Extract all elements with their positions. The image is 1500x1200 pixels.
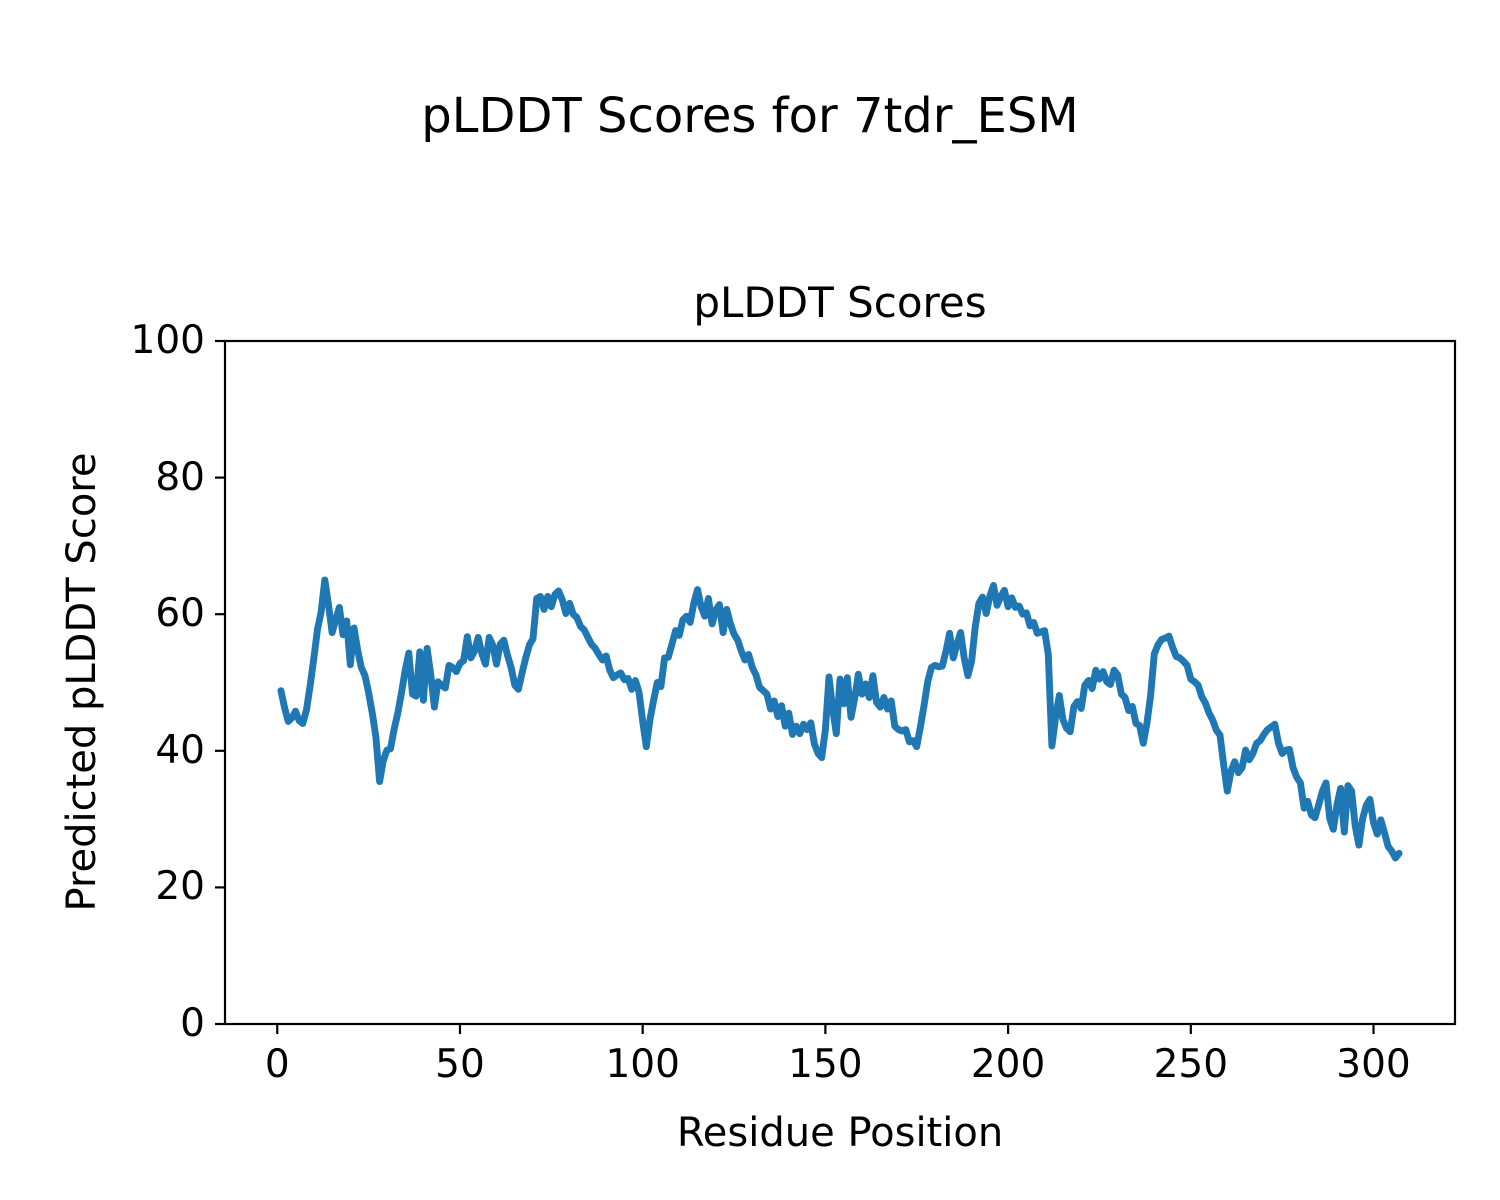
y-axis-label: Predicted pLDDT Score — [59, 452, 105, 912]
x-tick-label: 0 — [264, 1042, 290, 1087]
x-tick-label: 250 — [1153, 1042, 1229, 1087]
y-tick-label: 40 — [155, 727, 205, 773]
x-tick-label: 100 — [605, 1042, 680, 1087]
x-tick-label: 150 — [788, 1042, 863, 1087]
plddt-line — [277, 576, 1403, 862]
axes-frame — [223, 339, 1457, 1026]
x-tick-label: 200 — [970, 1042, 1046, 1087]
axes-title: pLDDT Scores — [693, 278, 987, 327]
x-tick-label: 300 — [1336, 1042, 1411, 1087]
y-tick-label: 60 — [155, 591, 205, 637]
x-tick-label: 50 — [435, 1042, 485, 1087]
figure-suptitle: pLDDT Scores for 7tdr_ESM — [421, 88, 1079, 144]
y-tick-label: 100 — [130, 318, 205, 363]
y-tick-label: 80 — [155, 454, 205, 500]
y-tick-label: 0 — [180, 1001, 205, 1046]
y-tick-label: 20 — [155, 864, 205, 910]
x-axis-label: Residue Position — [676, 1110, 1004, 1156]
